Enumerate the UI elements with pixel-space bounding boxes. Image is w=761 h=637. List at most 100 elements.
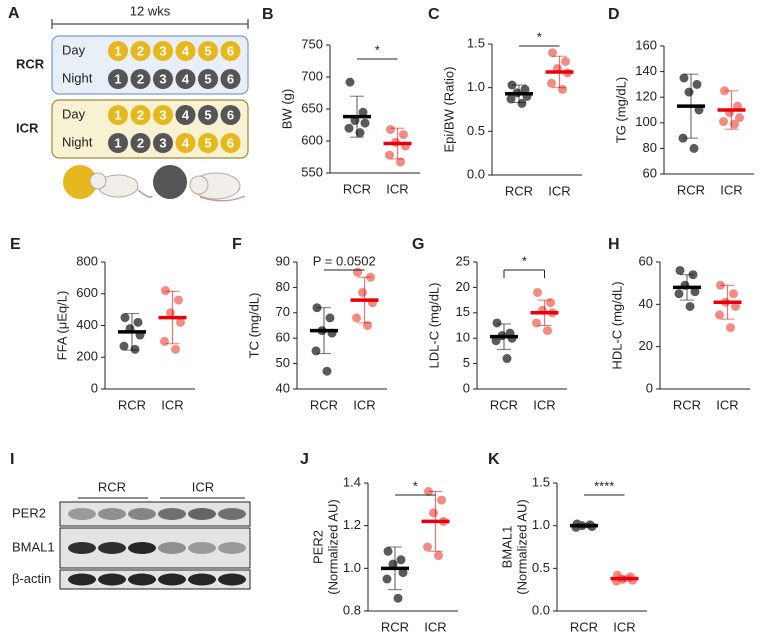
- blot-band: [98, 542, 126, 554]
- y-tick-label: 80: [643, 140, 657, 155]
- x-tick-label: RCR: [505, 183, 533, 198]
- y-tick-label: 0: [463, 380, 470, 395]
- blot-band: [188, 508, 216, 520]
- y-tick-label: 1.0: [343, 560, 361, 575]
- data-point: [437, 495, 446, 505]
- x-tick-label: RCR: [677, 182, 705, 197]
- significance-label: *: [375, 42, 380, 57]
- y-tick-label: 1.0: [532, 517, 550, 532]
- x-tick-label: ICR: [720, 182, 742, 197]
- y-tick-label: 140: [635, 63, 657, 78]
- phase-dot: [130, 133, 151, 153]
- y-tick-label: 50: [276, 355, 290, 370]
- blot-band: [98, 508, 126, 520]
- y-axis-label: Epi/BW (Ratio): [441, 67, 456, 153]
- blot-band: [128, 542, 156, 554]
- y-axis-label: BMAL1: [499, 526, 514, 569]
- phase-number: 3: [159, 135, 166, 150]
- phase-number: 3: [159, 71, 166, 86]
- x-tick-label: ICR: [613, 619, 635, 634]
- data-point: [726, 323, 735, 333]
- panel-label: G: [412, 236, 424, 253]
- blot-band: [188, 542, 216, 554]
- phase-number: 1: [114, 43, 121, 58]
- y-axis-label: TG (mg/dL): [613, 77, 628, 143]
- phase-number: 6: [227, 43, 234, 58]
- phase-dot: [175, 69, 196, 89]
- phase-dot: [198, 41, 218, 61]
- data-point: [176, 317, 185, 327]
- phase-number: 3: [159, 107, 166, 122]
- y-tick-label: 5: [463, 355, 470, 370]
- data-point: [730, 119, 739, 129]
- y-tick-label: 0.8: [343, 602, 361, 617]
- y-tick-label: 25: [456, 253, 470, 268]
- phase-number: 3: [159, 43, 166, 58]
- data-point: [517, 98, 527, 108]
- phase-number: 5: [204, 135, 211, 150]
- data-point: [353, 267, 362, 277]
- panel-label: A: [8, 5, 20, 22]
- panel-label: D: [608, 6, 620, 23]
- y-tick-label: 60: [643, 165, 657, 180]
- y-tick-label: 650: [301, 100, 323, 115]
- data-point: [685, 301, 695, 311]
- y-axis-label: LDL-C (mg/dL): [426, 283, 441, 369]
- panel-label: F: [232, 236, 242, 253]
- y-tick-label: 1.2: [343, 517, 361, 532]
- phase-dot: [175, 41, 196, 61]
- data-point: [322, 366, 332, 376]
- duration-label: 12 wks: [130, 3, 171, 18]
- blot-band: [218, 573, 246, 586]
- blot-row-label: PER2: [12, 505, 46, 520]
- panel-label: C: [428, 6, 440, 23]
- data-point: [385, 150, 394, 160]
- x-tick-label: RCR: [381, 619, 409, 634]
- data-point: [548, 48, 557, 58]
- blot-band: [158, 573, 186, 586]
- phase-dot: [108, 41, 128, 61]
- data-point: [174, 295, 183, 305]
- group-label: ICR: [16, 120, 39, 135]
- y-tick-label: 15: [456, 304, 470, 319]
- data-point: [386, 124, 395, 134]
- significance-label: *: [537, 29, 542, 44]
- phase-dot: [108, 105, 128, 125]
- x-tick-label: RCR: [118, 397, 146, 412]
- data-point: [325, 313, 335, 323]
- row-label: Night: [62, 134, 93, 149]
- y-tick-label: 0.5: [532, 560, 550, 575]
- phase-dot: [153, 69, 173, 89]
- data-point: [675, 265, 685, 275]
- data-point: [506, 94, 516, 104]
- phase-dot: [198, 69, 218, 89]
- data-point: [719, 117, 728, 127]
- data-point: [491, 336, 501, 346]
- group-label: RCR: [16, 56, 45, 71]
- blot-group-label: ICR: [192, 479, 214, 494]
- data-point: [543, 326, 552, 336]
- data-point: [731, 301, 740, 311]
- phase-number: 4: [182, 71, 190, 86]
- blot-band: [68, 573, 96, 586]
- x-tick-label: ICR: [424, 619, 446, 634]
- panel-label: H: [608, 236, 620, 253]
- rat-head: [89, 172, 107, 190]
- x-tick-label: RCR: [310, 397, 338, 412]
- x-tick-label: RCR: [673, 397, 701, 412]
- significance-label: ****: [594, 478, 614, 493]
- data-point: [345, 77, 355, 87]
- rat-tail: [199, 195, 246, 202]
- panel-label: I: [10, 451, 14, 468]
- significance-label: *: [413, 478, 418, 493]
- blot-row-label: β-actin: [12, 571, 51, 586]
- y-tick-label: 1.0: [467, 79, 485, 94]
- data-point: [396, 157, 405, 167]
- phase-dot: [108, 69, 128, 89]
- y-axis-label: TC (mg/dL): [246, 293, 261, 359]
- y-tick-label: 160: [635, 37, 657, 52]
- panel-label: B: [262, 6, 274, 23]
- x-tick-label: ICR: [353, 397, 375, 412]
- y-tick-label: 20: [456, 279, 470, 294]
